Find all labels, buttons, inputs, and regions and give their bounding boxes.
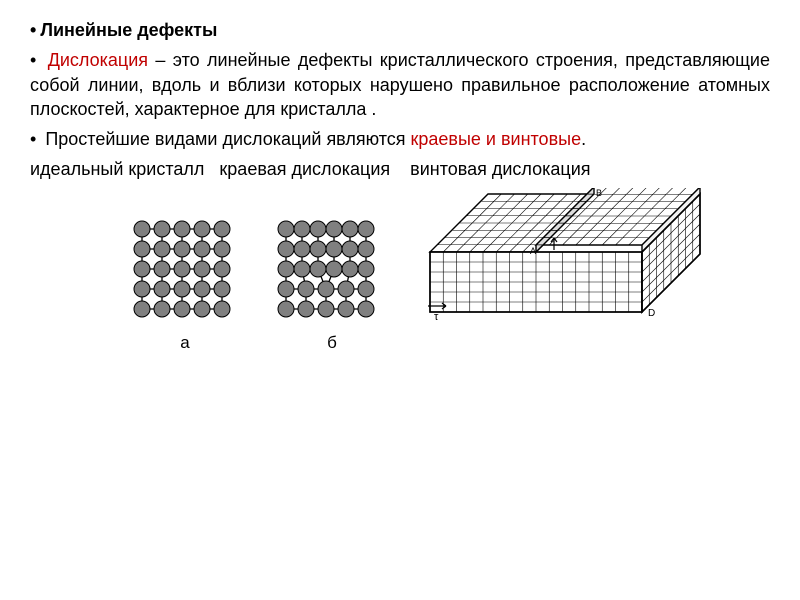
figure-screw-dislocation: A B Dτ (424, 188, 714, 353)
lattice-b-svg (272, 219, 392, 329)
caption-ideal: идеальный кристалл (30, 159, 204, 179)
svg-text:A: A (530, 246, 536, 256)
figures-row: а б A B Dτ (30, 188, 770, 353)
caption-edge: краевая дислокация (219, 159, 390, 179)
types-end: . (581, 129, 586, 149)
section-title: Линейные дефекты (30, 18, 770, 42)
svg-text:D: D (648, 308, 655, 319)
figure-b-edge-dislocation: б (272, 219, 392, 353)
figure-a-ideal-crystal: а (130, 219, 240, 353)
label-b: б (272, 333, 392, 353)
types-intro: Простейшие видами дислокаций являются (45, 129, 410, 149)
screw-svg: A B Dτ (424, 188, 714, 348)
definition-paragraph: Дислокация – это линейные дефекты криста… (30, 48, 770, 121)
lattice-a-svg (130, 219, 240, 329)
svg-text:B: B (596, 188, 602, 198)
svg-text:τ: τ (434, 311, 439, 323)
types-paragraph: Простейшие видами дислокаций являются кр… (30, 127, 770, 151)
captions-row: идеальный кристалл краевая дислокация ви… (30, 157, 770, 181)
types-list: краевые и винтовые (410, 129, 581, 149)
caption-screw: винтовая дислокация (410, 159, 590, 179)
term-dislocation: Дислокация (48, 50, 148, 70)
label-a: а (130, 333, 240, 353)
